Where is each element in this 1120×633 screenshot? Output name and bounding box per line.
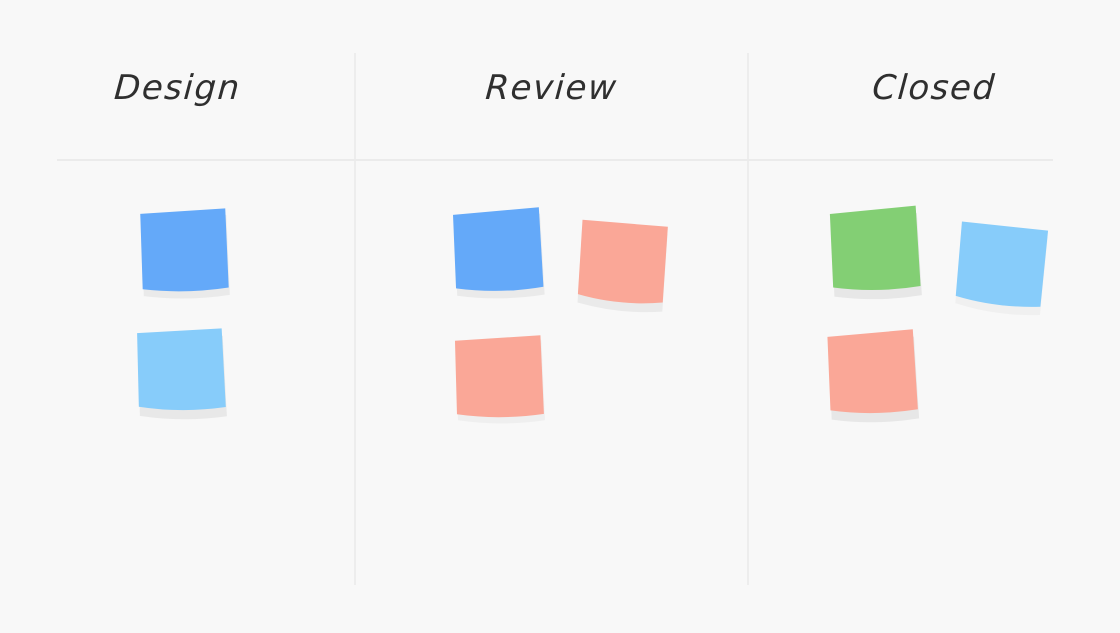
- sticky-note-body: [955, 221, 1049, 307]
- column-title-design: Design: [112, 68, 243, 108]
- board-column-review[interactable]: Review: [355, 0, 748, 633]
- sticky-note-shape: [827, 329, 920, 423]
- sticky-note-body: [827, 329, 918, 414]
- column-divider-2: [747, 53, 749, 585]
- column-title-closed: Closed: [870, 68, 997, 108]
- sticky-note-shape: [955, 221, 1049, 316]
- sticky-note-body: [577, 219, 668, 304]
- column-divider-1: [354, 53, 356, 585]
- sticky-note-shape: [140, 208, 230, 299]
- sticky-note[interactable]: [452, 331, 546, 425]
- column-title-review: Review: [484, 68, 619, 108]
- sticky-note-body: [140, 208, 229, 292]
- sticky-note[interactable]: [137, 203, 231, 299]
- sticky-note[interactable]: [450, 203, 545, 299]
- sticky-note[interactable]: [954, 218, 1051, 316]
- sticky-note[interactable]: [827, 202, 922, 300]
- sticky-note[interactable]: [824, 326, 920, 423]
- notes-area-design[interactable]: [0, 160, 355, 633]
- sticky-note-body: [829, 205, 921, 291]
- sticky-note-shape: [829, 205, 922, 300]
- sticky-note-body: [454, 335, 544, 418]
- sticky-note-shape: [577, 219, 668, 313]
- board-column-design[interactable]: Design: [0, 0, 355, 633]
- sticky-note-body: [453, 207, 544, 291]
- header-divider: [57, 159, 1053, 161]
- sticky-note[interactable]: [575, 215, 671, 313]
- sticky-note-shape: [454, 335, 545, 424]
- sticky-note-shape: [453, 207, 545, 299]
- board-column-closed[interactable]: Closed: [748, 0, 1120, 633]
- notes-area-closed[interactable]: [748, 160, 1120, 633]
- sticky-note-body: [137, 328, 226, 411]
- sticky-note-shape: [137, 328, 227, 420]
- notes-area-review[interactable]: [355, 160, 748, 633]
- sticky-note[interactable]: [134, 324, 228, 420]
